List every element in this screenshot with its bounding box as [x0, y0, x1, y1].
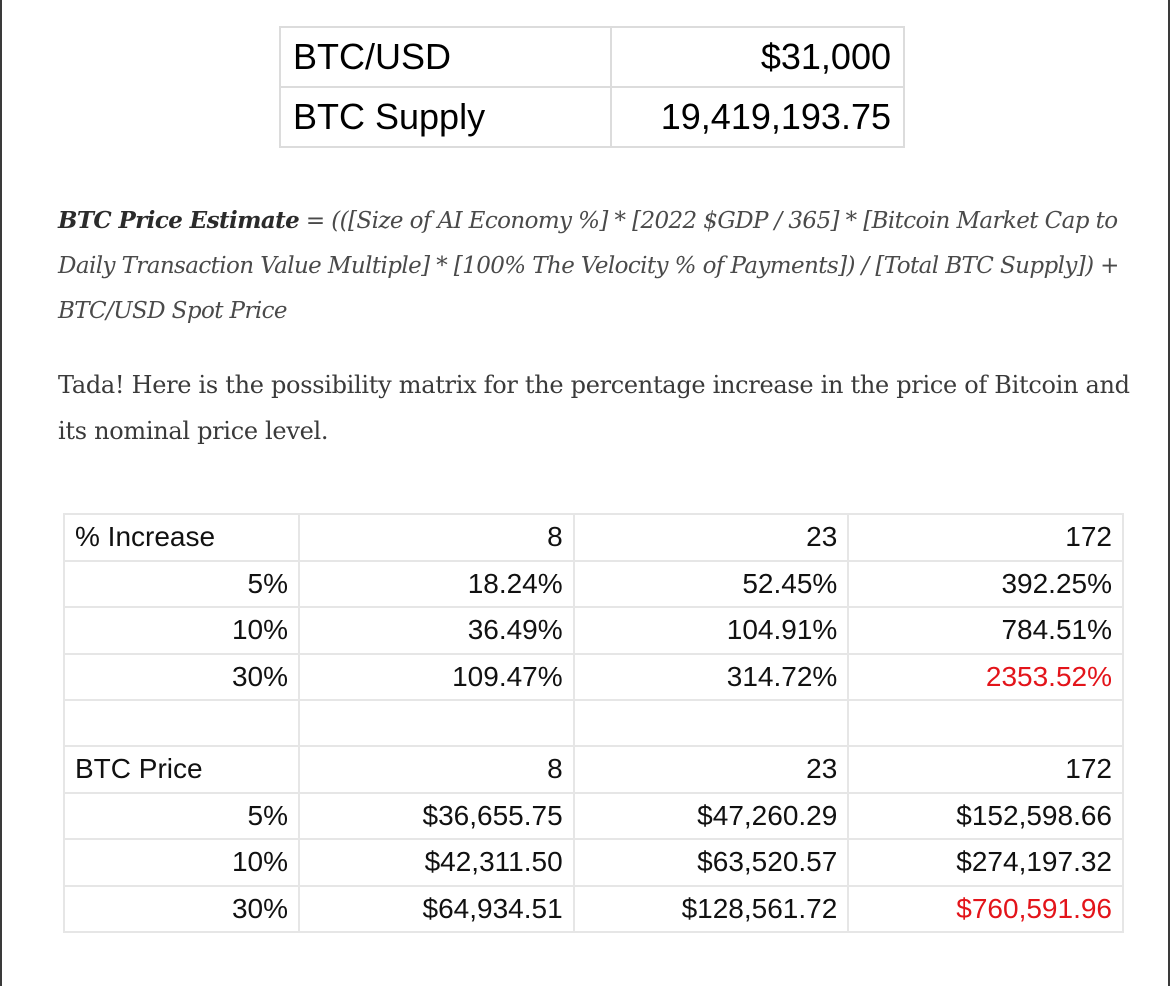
- btc-supply-label: BTC Supply: [279, 86, 612, 148]
- column-header: 8: [298, 513, 575, 562]
- window-frame-left: [0, 0, 2, 986]
- row-label: 30%: [63, 652, 300, 701]
- btc-usd-label: BTC/USD: [279, 26, 612, 88]
- row-label: 10%: [63, 606, 300, 655]
- column-header: 23: [572, 513, 850, 562]
- table-cell: $274,197.32: [847, 838, 1124, 887]
- table-cell: 52.45%: [572, 559, 850, 608]
- column-header: 8: [298, 745, 575, 794]
- table-cell: $64,934.51: [298, 884, 575, 933]
- column-header: 23: [572, 745, 850, 794]
- table-cell: $128,561.72: [572, 884, 850, 933]
- highlighted-cell: 2353.52%: [847, 652, 1124, 701]
- table-header-row: % Increase 8 23 172: [63, 513, 1124, 562]
- table-row: BTC Supply 19,419,193.75: [279, 86, 905, 148]
- table-row: BTC/USD $31,000: [279, 26, 905, 88]
- column-header: 172: [847, 513, 1124, 562]
- table-cell: 36.49%: [298, 606, 575, 655]
- table-row: 30% $64,934.51 $128,561.72 $760,591.96: [63, 884, 1124, 933]
- table-row: 30% 109.47% 314.72% 2353.52%: [63, 652, 1124, 701]
- table-cell: $47,260.29: [572, 791, 850, 840]
- table-cell: 18.24%: [298, 559, 575, 608]
- row-label: 5%: [63, 559, 300, 608]
- btc-usd-value: $31,000: [610, 26, 905, 88]
- table-cell: 109.47%: [298, 652, 575, 701]
- table-cell: $63,520.57: [572, 838, 850, 887]
- possibility-matrix: % Increase 8 23 172 5% 18.24% 52.45% 392…: [63, 513, 1124, 933]
- table-cell: 314.72%: [572, 652, 850, 701]
- table-cell: 104.91%: [572, 606, 850, 655]
- formula-body: (([Size of AI Economy %] * [2022 $GDP / …: [58, 208, 1119, 324]
- spacer-row: [63, 699, 1124, 747]
- row-label: 10%: [63, 838, 300, 887]
- table-row: 10% 36.49% 104.91% 784.51%: [63, 606, 1124, 655]
- table-cell: $42,311.50: [298, 838, 575, 887]
- table-cell: 392.25%: [847, 559, 1124, 608]
- table-header-row: BTC Price 8 23 172: [63, 745, 1124, 794]
- summary-table: BTC/USD $31,000 BTC Supply 19,419,193.75: [279, 26, 905, 148]
- table-cell: $36,655.75: [298, 791, 575, 840]
- column-header: 172: [847, 745, 1124, 794]
- table-row: 5% 18.24% 52.45% 392.25%: [63, 559, 1124, 608]
- formula-title: BTC Price Estimate: [58, 207, 300, 234]
- row-label: 5%: [63, 791, 300, 840]
- increase-header: % Increase: [63, 513, 300, 562]
- table-cell: 784.51%: [847, 606, 1124, 655]
- table-row: 10% $42,311.50 $63,520.57 $274,197.32: [63, 838, 1124, 887]
- formula-equals: =: [299, 208, 332, 234]
- highlighted-cell: $760,591.96: [847, 884, 1124, 933]
- table-row: 5% $36,655.75 $47,260.29 $152,598.66: [63, 791, 1124, 840]
- intro-paragraph: Tada! Here is the possibility matrix for…: [58, 371, 1130, 445]
- row-label: 30%: [63, 884, 300, 933]
- window-frame-right: [1168, 0, 1170, 986]
- price-header: BTC Price: [63, 745, 300, 794]
- btc-supply-value: 19,419,193.75: [610, 86, 905, 148]
- table-cell: $152,598.66: [847, 791, 1124, 840]
- price-formula: BTC Price Estimate = (([Size of AI Econo…: [58, 198, 1148, 334]
